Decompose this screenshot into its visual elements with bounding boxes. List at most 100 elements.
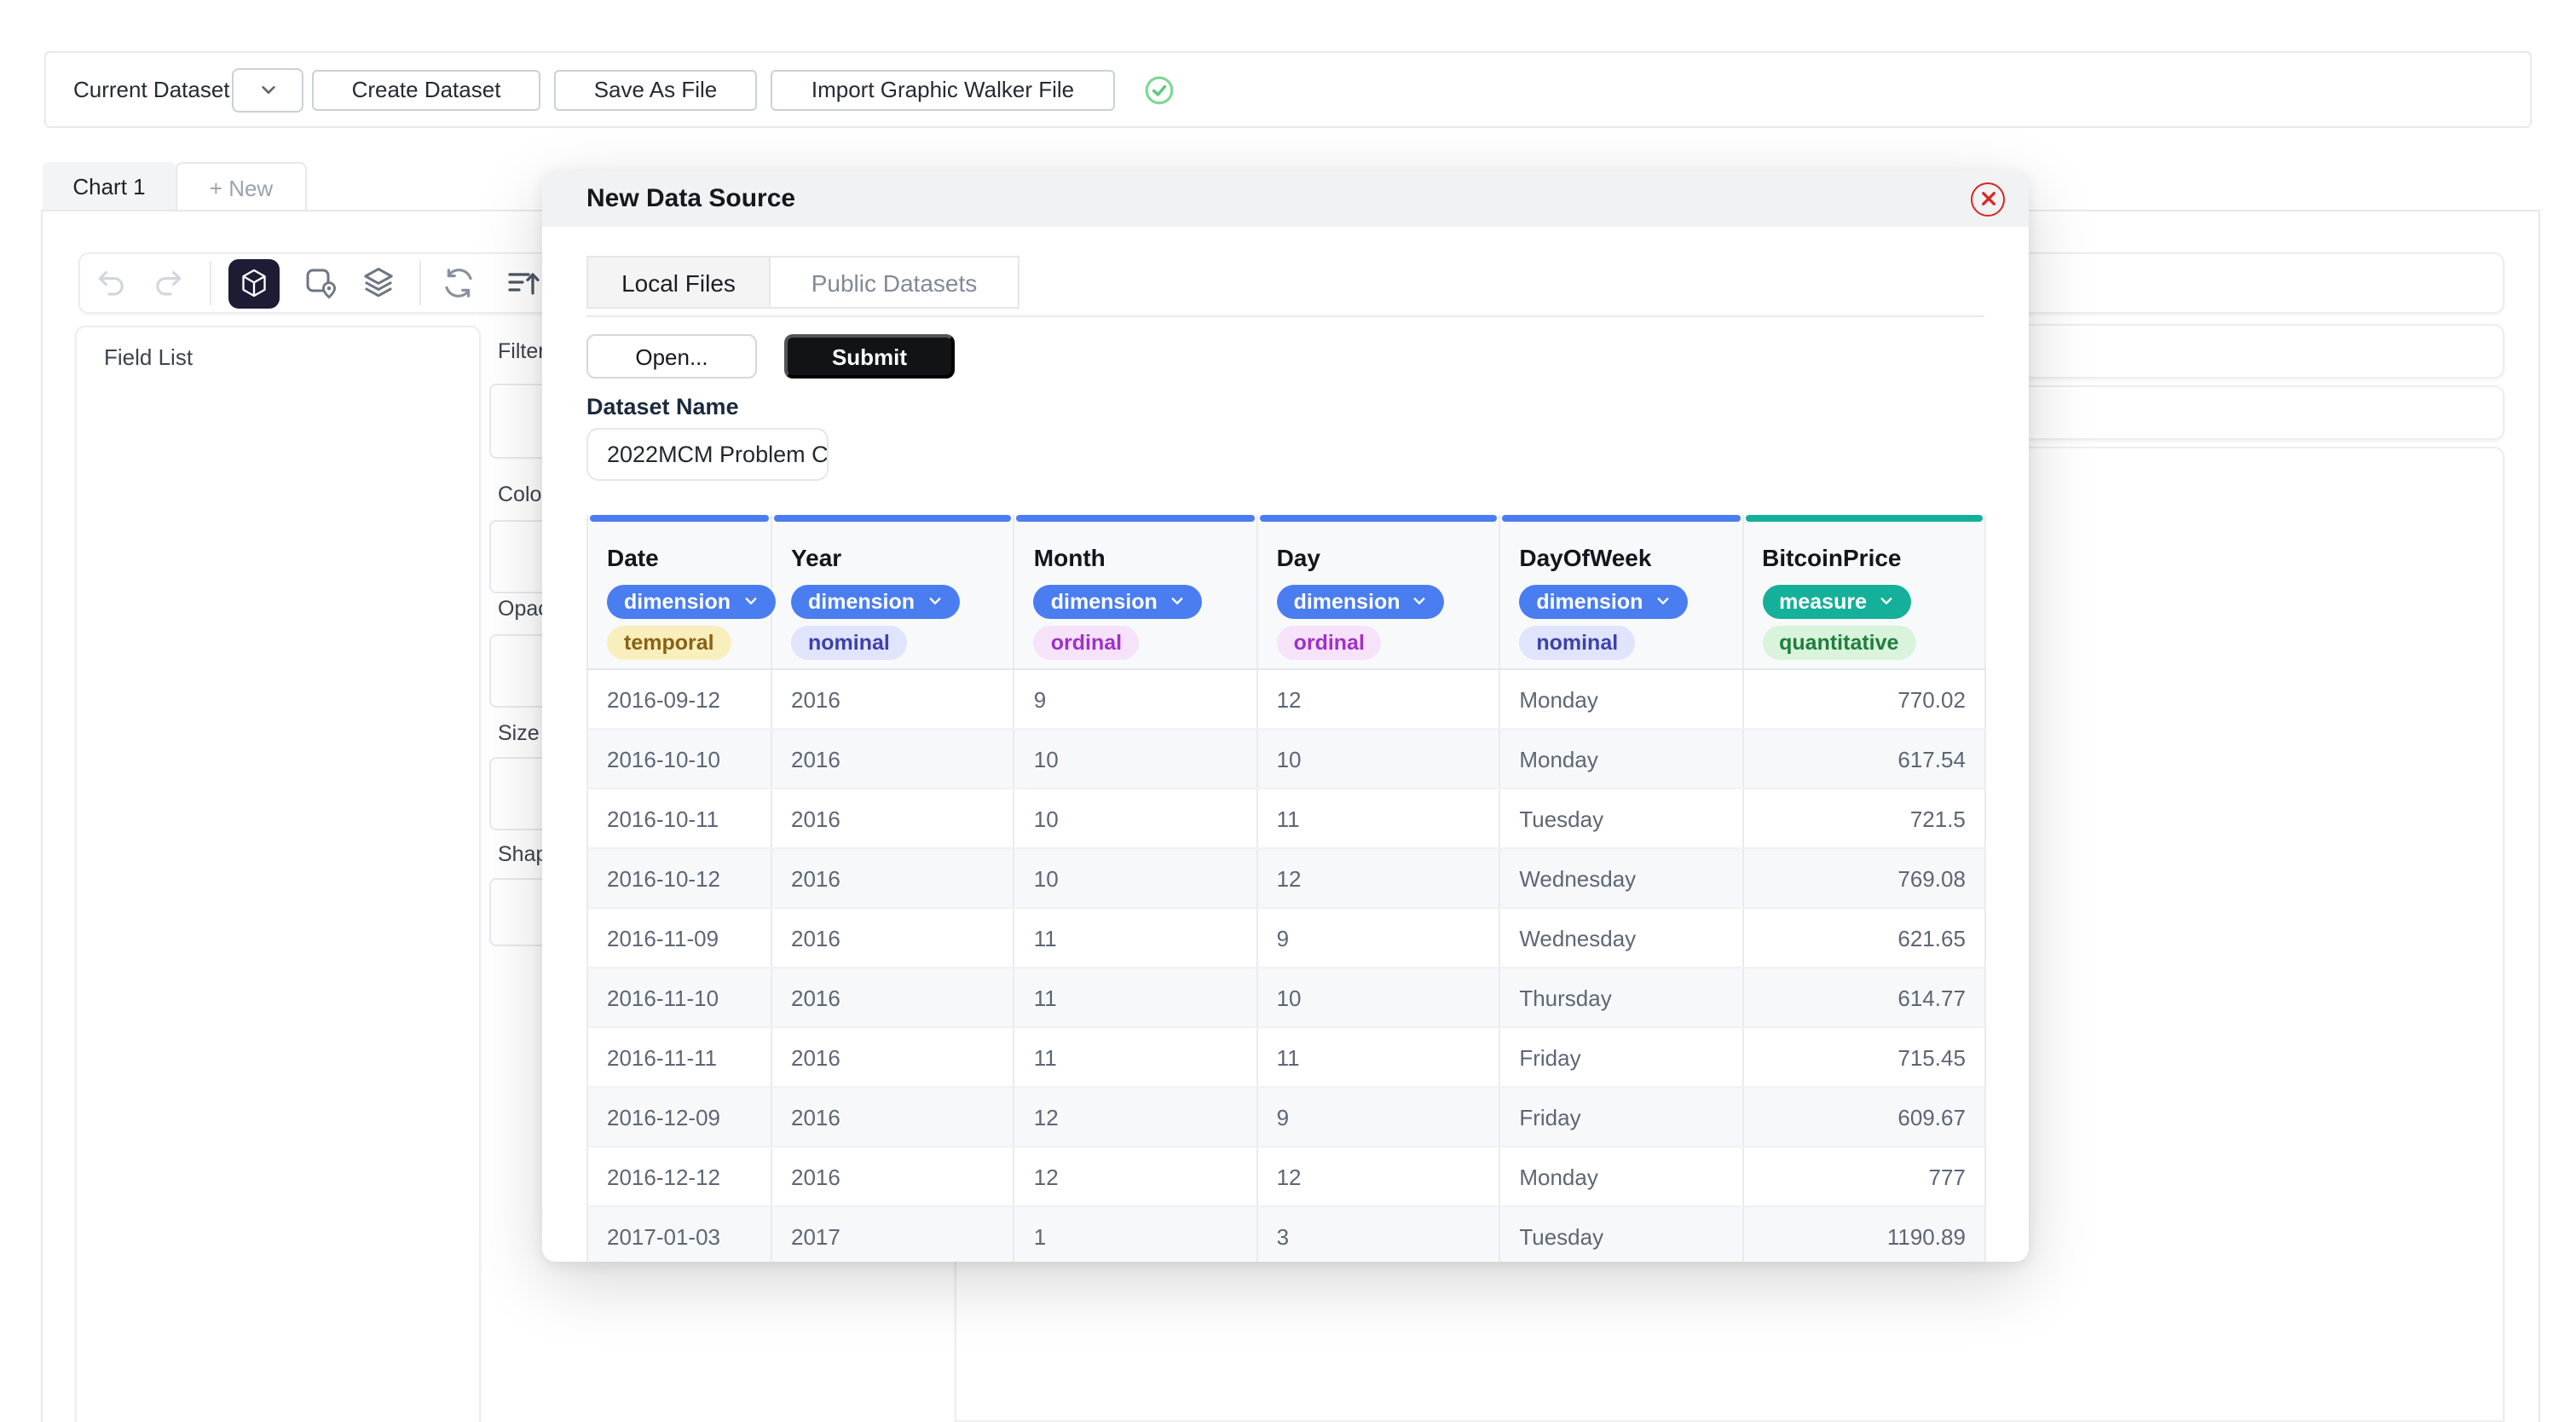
table-cell: 12 — [1014, 1087, 1258, 1147]
role-pill-dimension[interactable]: dimension — [607, 584, 776, 618]
column-title: BitcoinPrice — [1762, 543, 1902, 570]
table-cell: 2016 — [771, 1027, 1015, 1088]
column-title: Month — [1033, 543, 1106, 570]
table-cell: 2016 — [771, 789, 1015, 849]
tab-local-files[interactable]: Local Files — [586, 256, 771, 309]
table-cell: 11 — [1014, 968, 1258, 1028]
table-cell: 10 — [1014, 729, 1258, 789]
modal-header: New Data Source — [542, 171, 2029, 227]
table-row: 2016-11-11 2016 11 11 Friday 715.45 — [586, 1027, 1986, 1088]
role-pill-dimension[interactable]: dimension — [1276, 584, 1445, 618]
table-cell: 2016 — [771, 1147, 1015, 1207]
table-row: 2016-12-09 2016 12 9 Friday 609.67 — [586, 1087, 1986, 1147]
role-pill-dimension[interactable]: dimension — [791, 584, 960, 618]
check-circle-icon — [1145, 75, 1174, 104]
create-dataset-button[interactable]: Create Dataset — [312, 69, 540, 110]
table-cell: 721.5 — [1742, 789, 1986, 849]
table-cell: 617.54 — [1742, 729, 1986, 789]
table-cell: Thursday — [1499, 968, 1744, 1028]
field-list-panel: Field List — [75, 326, 481, 1422]
table-cell: 2016-12-12 — [586, 1147, 772, 1207]
table-cell: 12 — [1256, 669, 1501, 730]
toolbar-divider — [419, 261, 421, 305]
table-cell: 1190.89 — [1742, 1206, 1986, 1262]
tab-chart-1[interactable]: Chart 1 — [43, 162, 176, 211]
column-title: Date — [607, 543, 659, 570]
data-preview-table: Date dimension temporal Year dimension nomina… — [586, 515, 1986, 1262]
table-cell: Tuesday — [1499, 1206, 1744, 1262]
table-cell: 12 — [1256, 1147, 1501, 1207]
role-pill-measure[interactable]: measure — [1762, 584, 1911, 618]
table-cell: Monday — [1499, 1147, 1744, 1207]
modal-actions: Open... Submit — [586, 334, 955, 379]
modal-title: New Data Source — [586, 184, 796, 213]
table-cell: 2016 — [771, 669, 1015, 730]
table-cell: 2017-01-03 — [586, 1206, 772, 1262]
table-cell: Monday — [1499, 729, 1744, 789]
type-pill-ordinal: ordinal — [1276, 626, 1382, 660]
new-data-source-modal: New Data Source Local Files Public Datas… — [542, 171, 2029, 1262]
dataset-name-input[interactable]: 2022MCM Problem C: — [586, 428, 829, 481]
table-cell: 11 — [1014, 1027, 1258, 1088]
role-pill-dimension[interactable]: dimension — [1033, 584, 1202, 618]
table-cell: Monday — [1499, 669, 1744, 730]
tab-public-datasets[interactable]: Public Datasets — [771, 256, 1019, 309]
column-accent-bar — [1502, 515, 1741, 521]
encoding-label-size: Size — [498, 721, 540, 745]
type-pill-nominal: nominal — [1519, 626, 1636, 660]
table-cell: 2016-11-09 — [586, 908, 772, 968]
table-cell: 9 — [1256, 1087, 1501, 1147]
layers-icon[interactable] — [358, 263, 399, 303]
refresh-icon[interactable] — [438, 263, 479, 303]
table-row: 2017-01-03 2017 1 3 Tuesday 1190.89 — [586, 1206, 1986, 1262]
table-cell: 11 — [1256, 789, 1501, 849]
table-cell: 614.77 — [1742, 968, 1986, 1028]
table-cell: 10 — [1256, 968, 1501, 1028]
table-cell: 9 — [1256, 908, 1501, 968]
table-cell: Friday — [1499, 1027, 1744, 1088]
column-accent-bar — [590, 515, 769, 521]
column-header-Date: Date dimension temporal — [586, 515, 776, 670]
column-accent-bar — [1745, 515, 1983, 521]
table-cell: 1 — [1014, 1206, 1258, 1262]
table-cell: 2016 — [771, 908, 1015, 968]
tab-new-sheet[interactable]: + New — [176, 162, 307, 211]
table-cell: Wednesday — [1499, 848, 1744, 909]
dataset-name-label: Dataset Name — [586, 394, 739, 419]
open-file-button[interactable]: Open... — [586, 334, 757, 379]
table-cell: 2017 — [771, 1206, 1015, 1262]
close-icon[interactable] — [1971, 182, 2005, 216]
table-cell: 2016-10-11 — [586, 789, 772, 849]
save-as-file-button[interactable]: Save As File — [554, 69, 757, 110]
table-cell: 2016-10-12 — [586, 848, 772, 909]
table-row: 2016-10-12 2016 10 12 Wednesday 769.08 — [586, 848, 1986, 909]
role-pill-dimension[interactable]: dimension — [1519, 584, 1688, 618]
table-cell: 769.08 — [1742, 848, 1986, 909]
shape-pin-icon[interactable] — [300, 263, 341, 303]
table-row: 2016-11-10 2016 11 10 Thursday 614.77 — [586, 968, 1986, 1028]
table-cell: 621.65 — [1742, 908, 1986, 968]
type-pill-nominal: nominal — [791, 626, 907, 660]
chevron-down-icon — [261, 85, 274, 94]
column-title: Day — [1276, 543, 1320, 570]
redo-icon[interactable] — [148, 263, 189, 303]
sort-lines-icon[interactable] — [503, 263, 544, 303]
table-cell: 609.67 — [1742, 1087, 1986, 1147]
modal-tab-bar: Local Files Public Datasets — [586, 256, 1019, 309]
column-accent-bar — [1259, 515, 1498, 521]
type-pill-temporal: temporal — [607, 626, 731, 660]
table-cell: Friday — [1499, 1087, 1744, 1147]
current-dataset-select[interactable] — [232, 67, 303, 112]
table-cell: 2016 — [771, 729, 1015, 789]
table-row: 2016-12-12 2016 12 12 Monday 777 — [586, 1147, 1986, 1207]
import-graphic-walker-file-button[interactable]: Import Graphic Walker File — [771, 69, 1115, 110]
column-accent-bar — [774, 515, 1012, 521]
undo-icon[interactable] — [90, 263, 131, 303]
submit-button[interactable]: Submit — [784, 334, 955, 379]
cube-icon[interactable] — [228, 258, 280, 308]
current-dataset-label: Current Dataset — [73, 77, 230, 102]
column-header-Month: Month dimension ordinal — [1014, 515, 1258, 670]
table-cell: Wednesday — [1499, 908, 1744, 968]
table-cell: 2016-10-10 — [586, 729, 772, 789]
